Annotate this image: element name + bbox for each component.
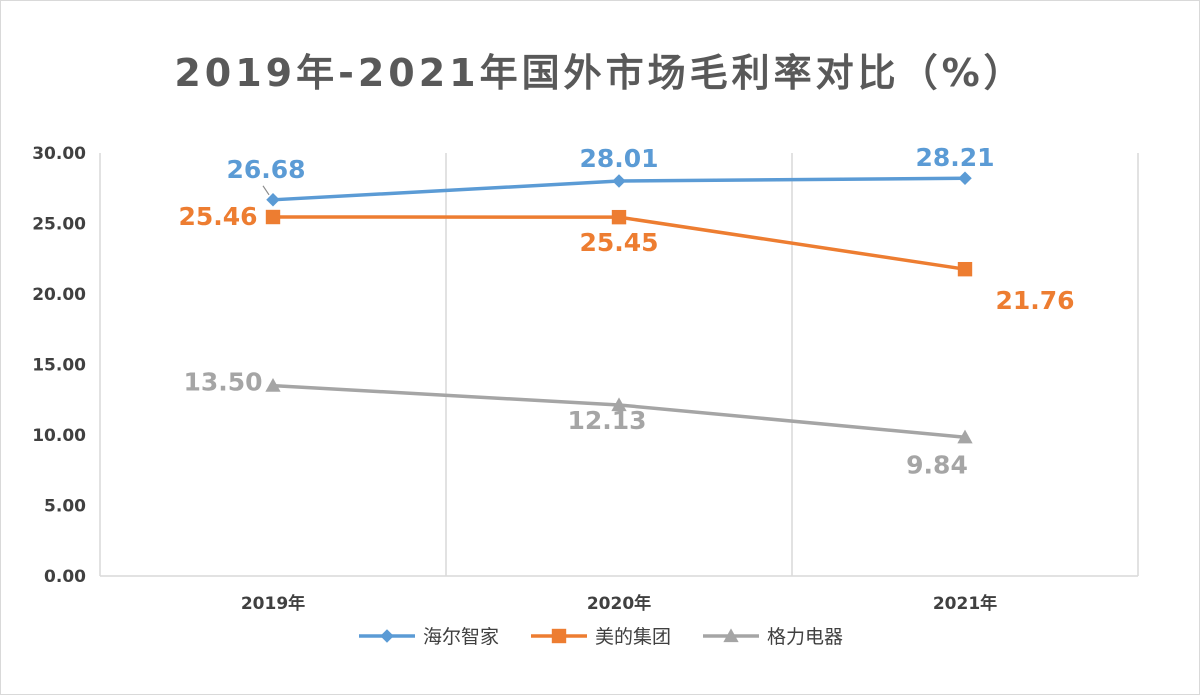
- data-label: 25.46: [178, 202, 257, 231]
- legend-label: 海尔智家: [422, 626, 499, 648]
- legend-swatch: [530, 628, 587, 643]
- data-label: 12.13: [567, 406, 646, 435]
- data-label: 25.45: [579, 228, 658, 257]
- series-marker: [265, 209, 281, 225]
- series-marker: [265, 378, 281, 392]
- label-leader-line: [262, 185, 270, 196]
- legend-label: 美的集团: [594, 626, 671, 648]
- label-layer: 26.68 28.01 28.21 25.46 25.45 21.76 13.50 12.13…: [178, 143, 1074, 479]
- legend-item: 格力电器: [701, 622, 843, 649]
- series-layer: [265, 171, 973, 444]
- y-tick-label: 25.00: [32, 215, 86, 235]
- chart-title: 2019年-2021年国外市场毛利率对比（%）: [174, 51, 1026, 95]
- data-label: 9.84: [906, 450, 968, 479]
- x-tick-label: 2020年: [587, 593, 651, 614]
- legend: 海尔智家 美的集团 格力电器: [0, 622, 1200, 649]
- series-marker: [266, 193, 280, 207]
- x-tick-label: 2019年: [241, 593, 305, 614]
- legend-marker: [551, 628, 567, 643]
- y-tick-label: 20.00: [32, 285, 86, 305]
- y-tick-label: 15.00: [32, 356, 86, 376]
- legend-marker: [723, 627, 739, 642]
- series-marker: [611, 397, 627, 412]
- legend-item: 美的集团: [529, 622, 671, 649]
- series-marker: [957, 429, 973, 444]
- y-tick-label: 5.00: [44, 497, 86, 517]
- legend-item: 海尔智家: [357, 622, 499, 649]
- series-marker: [958, 171, 972, 185]
- legend-swatch: [703, 627, 759, 642]
- y-tick-label: 0.00: [44, 567, 86, 587]
- data-label: 26.68: [226, 155, 305, 184]
- legend-swatch: [358, 628, 415, 643]
- data-label: 21.76: [995, 286, 1074, 315]
- y-tick-label: 30.00: [32, 144, 86, 164]
- series-marker: [612, 174, 626, 188]
- legend-marker: [380, 628, 394, 643]
- series-marker: [611, 209, 627, 225]
- series-marker: [957, 261, 973, 277]
- x-tick-label: 2021年: [933, 593, 997, 614]
- grid-layer: [445, 153, 1139, 576]
- data-label: 28.21: [915, 143, 994, 172]
- data-label: 28.01: [579, 144, 658, 173]
- axis-layer: 0.00 5.00 10.00 15.00 20.00 25.00 30.00 2019年 20…: [32, 144, 1138, 614]
- y-tick-label: 10.00: [32, 426, 86, 446]
- legend-label: 格力电器: [767, 626, 844, 648]
- data-label: 13.50: [183, 368, 262, 397]
